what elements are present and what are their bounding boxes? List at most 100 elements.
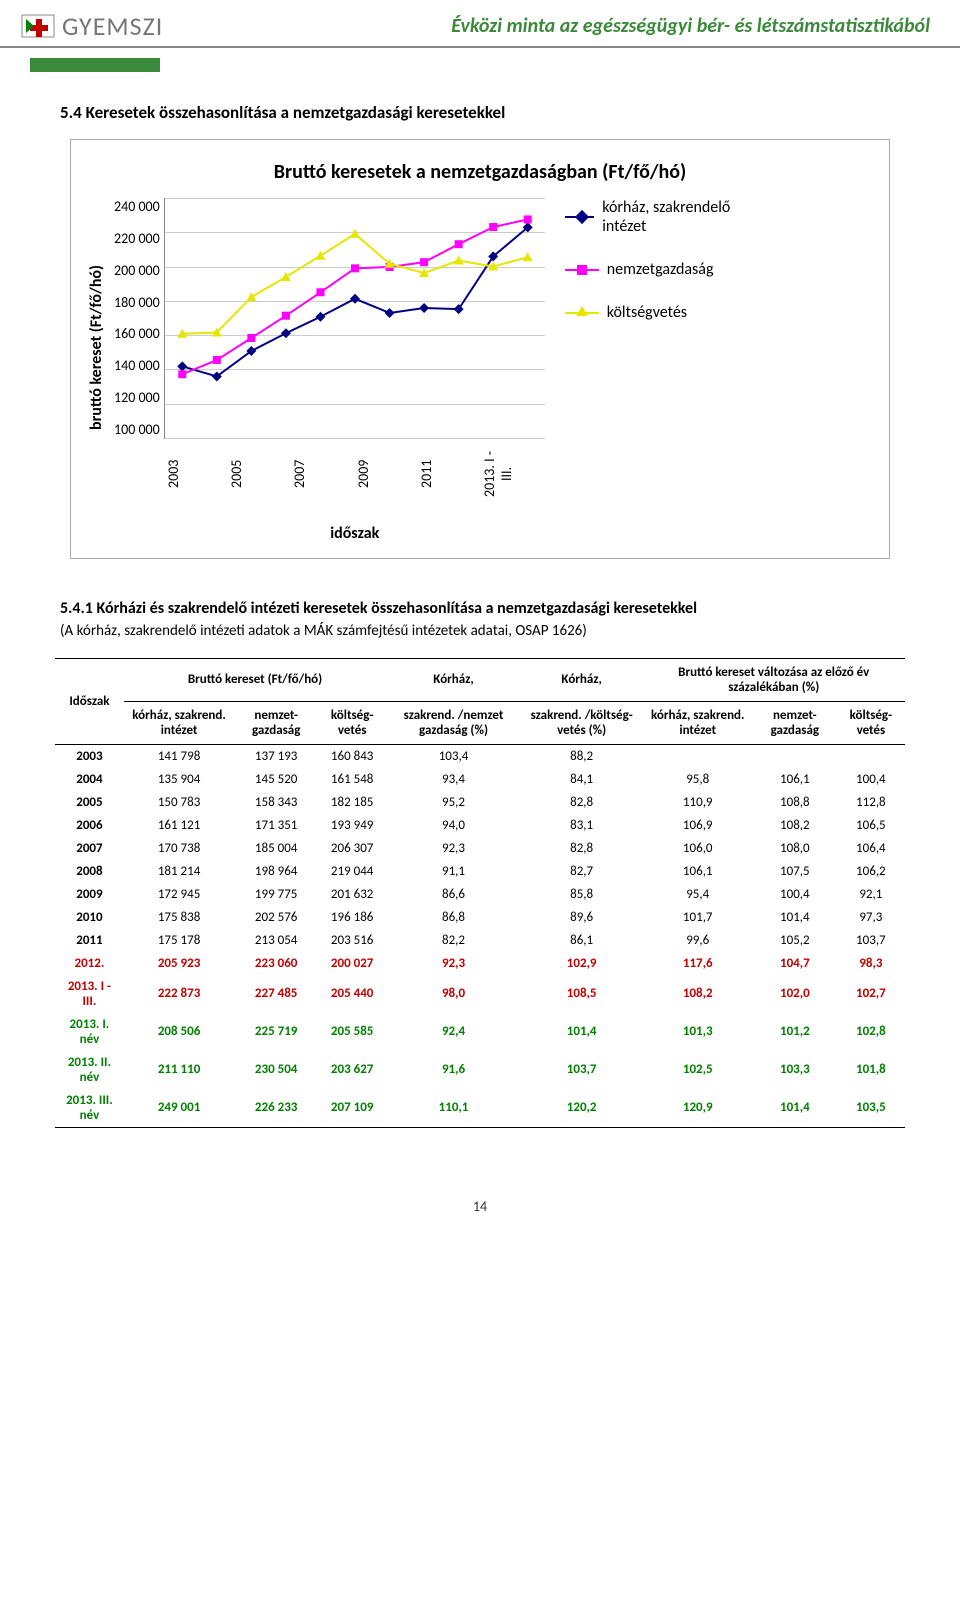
table-cell: 207 109 bbox=[318, 1089, 386, 1128]
table-cell: 89,6 bbox=[521, 906, 643, 929]
table-cell: 103,7 bbox=[521, 1051, 643, 1089]
table-cell: 108,0 bbox=[753, 837, 837, 860]
table-cell: 106,0 bbox=[643, 837, 753, 860]
table-cell: 175 838 bbox=[124, 906, 234, 929]
y-tick: 200 000 bbox=[114, 262, 160, 279]
table-cell: 95,2 bbox=[386, 791, 521, 814]
table-row: 2012.205 923223 060200 02792,3102,9117,6… bbox=[55, 952, 905, 975]
row-label: 2013. II. név bbox=[55, 1051, 124, 1089]
table-cell: 226 233 bbox=[234, 1089, 318, 1128]
table-cell: 106,1 bbox=[753, 768, 837, 791]
table-cell: 211 110 bbox=[124, 1051, 234, 1089]
subsection-note: (A kórház, szakrendelő intézeti adatok a… bbox=[60, 622, 880, 640]
table-cell: 101,4 bbox=[521, 1013, 643, 1051]
chart-legend: kórház, szakrendelő intézetnemzetgazdasá… bbox=[545, 198, 755, 498]
table-cell: 110,1 bbox=[386, 1089, 521, 1128]
table-cell: 106,5 bbox=[837, 814, 905, 837]
table-cell: 199 775 bbox=[234, 883, 318, 906]
y-tick: 240 000 bbox=[114, 198, 160, 215]
accent-bar bbox=[30, 58, 160, 72]
table-cell: 158 343 bbox=[234, 791, 318, 814]
page-header: GYEMSZI Évközi minta az egészségügyi bér… bbox=[0, 0, 960, 48]
table-cell: 101,7 bbox=[643, 906, 753, 929]
table-row: 2006161 121171 351193 94994,083,1106,910… bbox=[55, 814, 905, 837]
table-header-cell: Kórház, bbox=[386, 658, 521, 701]
row-label: 2003 bbox=[55, 744, 124, 768]
table-cell: 84,1 bbox=[521, 768, 643, 791]
row-label: 2010 bbox=[55, 906, 124, 929]
table-cell: 203 627 bbox=[318, 1051, 386, 1089]
row-label: 2006 bbox=[55, 814, 124, 837]
table-cell: 106,2 bbox=[837, 860, 905, 883]
table-cell: 92,4 bbox=[386, 1013, 521, 1051]
table-cell: 104,7 bbox=[753, 952, 837, 975]
table-subheader-cell: nemzet-gazdaság bbox=[753, 701, 837, 744]
chart-svg bbox=[165, 198, 545, 438]
table-cell: 200 027 bbox=[318, 952, 386, 975]
table-cell: 181 214 bbox=[124, 860, 234, 883]
chart-body: bruttó kereset (Ft/fő/hó) 240 000220 000… bbox=[83, 198, 877, 498]
table-cell: 222 873 bbox=[124, 975, 234, 1013]
y-tick: 100 000 bbox=[114, 421, 160, 438]
table-cell: 106,4 bbox=[837, 837, 905, 860]
table-cell: 213 054 bbox=[234, 929, 318, 952]
table-cell: 110,9 bbox=[643, 791, 753, 814]
subsection-title: 5.4.1 Kórházi és szakrendelő intézeti ke… bbox=[60, 599, 880, 620]
table-cell: 101,8 bbox=[837, 1051, 905, 1089]
table-cell: 85,8 bbox=[521, 883, 643, 906]
table-header-cell: Bruttó kereset változása az előző év szá… bbox=[643, 658, 906, 701]
table-cell: 100,4 bbox=[837, 768, 905, 791]
table-cell: 101,4 bbox=[753, 906, 837, 929]
table-subheader-cell: nemzet-gazdaság bbox=[234, 701, 318, 744]
table-header-cell: Bruttó kereset (Ft/fő/hó) bbox=[124, 658, 386, 701]
table-row: 2003141 798137 193160 843103,488,2 bbox=[55, 744, 905, 768]
logo-icon bbox=[20, 13, 56, 39]
table-cell: 105,2 bbox=[753, 929, 837, 952]
data-table: IdőszakBruttó kereset (Ft/fő/hó)Kórház,K… bbox=[55, 658, 905, 1128]
table-row: 2008181 214198 964219 04491,182,7106,110… bbox=[55, 860, 905, 883]
table-cell: 100,4 bbox=[753, 883, 837, 906]
table-cell: 120,2 bbox=[521, 1089, 643, 1128]
table-cell: 102,9 bbox=[521, 952, 643, 975]
table-cell: 92,3 bbox=[386, 952, 521, 975]
table-cell: 101,3 bbox=[643, 1013, 753, 1051]
table-cell: 196 186 bbox=[318, 906, 386, 929]
table-subheader-cell: költség-vetés bbox=[837, 701, 905, 744]
row-label: 2008 bbox=[55, 860, 124, 883]
table-cell: 93,4 bbox=[386, 768, 521, 791]
table-cell: 230 504 bbox=[234, 1051, 318, 1089]
row-label: 2004 bbox=[55, 768, 124, 791]
table-subheader-cell: kórház, szakrend. intézet bbox=[643, 701, 753, 744]
table-cell: 205 585 bbox=[318, 1013, 386, 1051]
table-cell: 171 351 bbox=[234, 814, 318, 837]
legend-label: kórház, szakrendelő intézet bbox=[602, 198, 755, 236]
table-cell: 198 964 bbox=[234, 860, 318, 883]
x-axis-ticks: 200320052007200920112013. I -III. bbox=[165, 444, 545, 504]
table-cell: 92,1 bbox=[837, 883, 905, 906]
table-cell: 82,8 bbox=[521, 837, 643, 860]
table-subheader-cell: szakrend. /nemzet gazdaság (%) bbox=[386, 701, 521, 744]
table-cell: 108,2 bbox=[643, 975, 753, 1013]
table-cell: 86,1 bbox=[521, 929, 643, 952]
table-cell: 91,1 bbox=[386, 860, 521, 883]
table-cell: 103,7 bbox=[837, 929, 905, 952]
table-cell: 182 185 bbox=[318, 791, 386, 814]
table-cell: 97,3 bbox=[837, 906, 905, 929]
y-tick: 180 000 bbox=[114, 294, 160, 311]
table-cell: 86,6 bbox=[386, 883, 521, 906]
table-cell: 145 520 bbox=[234, 768, 318, 791]
table-cell: 223 060 bbox=[234, 952, 318, 975]
x-tick: 2005 bbox=[228, 444, 291, 504]
document-title: Évközi minta az egészségügyi bér- és lét… bbox=[163, 14, 930, 38]
table-subheader-cell: szakrend. /költség-vetés (%) bbox=[521, 701, 643, 744]
row-label: 2007 bbox=[55, 837, 124, 860]
table-cell: 175 178 bbox=[124, 929, 234, 952]
table-cell bbox=[753, 744, 837, 768]
table-cell: 101,2 bbox=[753, 1013, 837, 1051]
x-tick: 2007 bbox=[291, 444, 354, 504]
logo: GYEMSZI bbox=[20, 10, 163, 42]
table-cell: 94,0 bbox=[386, 814, 521, 837]
table-cell: 103,3 bbox=[753, 1051, 837, 1089]
page-number: 14 bbox=[0, 1168, 960, 1235]
table-cell: 99,6 bbox=[643, 929, 753, 952]
